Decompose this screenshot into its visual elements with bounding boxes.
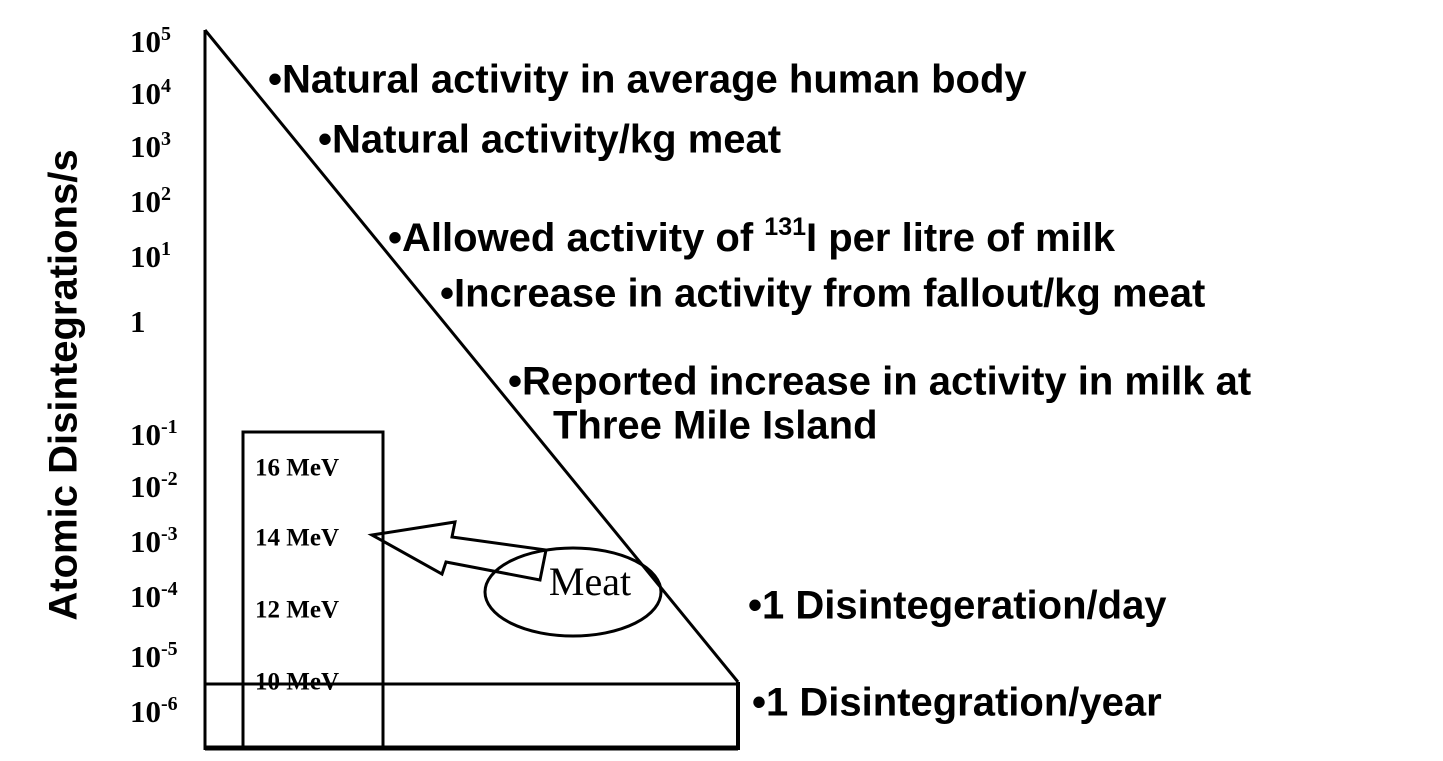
meat-label: Meat [549,559,631,604]
tick-label: 102 [130,183,171,220]
y-axis-label: Atomic Disintegrations/s [42,149,86,620]
tick-base: 10 [130,417,161,452]
tick-base: 10 [130,184,161,219]
tick-label: 10-1 [130,416,178,453]
tick-label: 10-4 [130,578,178,615]
meat-ellipse [483,546,663,638]
energy-label: 14 MeV [255,525,339,552]
tick-exponent: 3 [161,128,171,150]
tick-base: 10 [130,639,161,674]
tick-exponent: -6 [161,693,178,715]
energy-label: 10 MeV [255,669,339,696]
annotation: Three Mile Island [553,404,878,448]
annotation-sup: 131 [764,213,806,241]
energy-box [241,430,385,750]
tick-exponent: -2 [161,468,178,490]
tick-base: 10 [130,524,161,559]
tick-exponent: 2 [161,183,171,205]
tick-base: 10 [130,76,161,111]
tick-label: 101 [130,238,171,275]
tick-label: 10-6 [130,693,178,730]
annotation-part: I per litre of milk [806,216,1116,260]
tick-label: 103 [130,128,171,165]
tick-exponent: -5 [161,638,178,660]
diagonal [203,29,740,683]
annotation: •1 Disintegration/year [752,681,1162,725]
annotation: •Allowed activity of 131I per litre of m… [388,213,1116,260]
energy-label: 12 MeV [255,597,339,624]
tick-exponent: 1 [161,238,171,260]
arrow [367,520,548,582]
annotation: •Natural activity/kg meat [318,118,781,162]
tick-label: 10-2 [130,468,178,505]
annotation: •1 Disintegeration/day [748,584,1167,628]
tick-label: 105 [130,23,171,60]
tick-base: 10 [130,24,161,59]
annotation: •Increase in activity from fallout/kg me… [440,272,1205,316]
tick-exponent: -1 [161,416,178,438]
tick-label: 1 [130,304,146,339]
tick-label: 104 [130,75,171,112]
tick-base: 10 [130,469,161,504]
annotation: •Reported increase in activity in milk a… [508,360,1251,404]
tick-exponent: -4 [161,578,178,600]
tick-exponent: -3 [161,523,178,545]
tick-label: 10-3 [130,523,178,560]
tick-exponent: 4 [161,75,171,97]
tick-base: 1 [130,304,146,339]
energy-label: 16 MeV [255,455,339,482]
annotation: •Natural activity in average human body [268,58,1027,102]
tick-base: 10 [130,239,161,274]
tick-exponent: 5 [161,23,171,45]
tick-base: 10 [130,579,161,614]
annotation-part: •Allowed activity of [388,216,764,260]
tick-base: 10 [130,694,161,729]
tick-label: 10-5 [130,638,178,675]
tick-base: 10 [130,129,161,164]
